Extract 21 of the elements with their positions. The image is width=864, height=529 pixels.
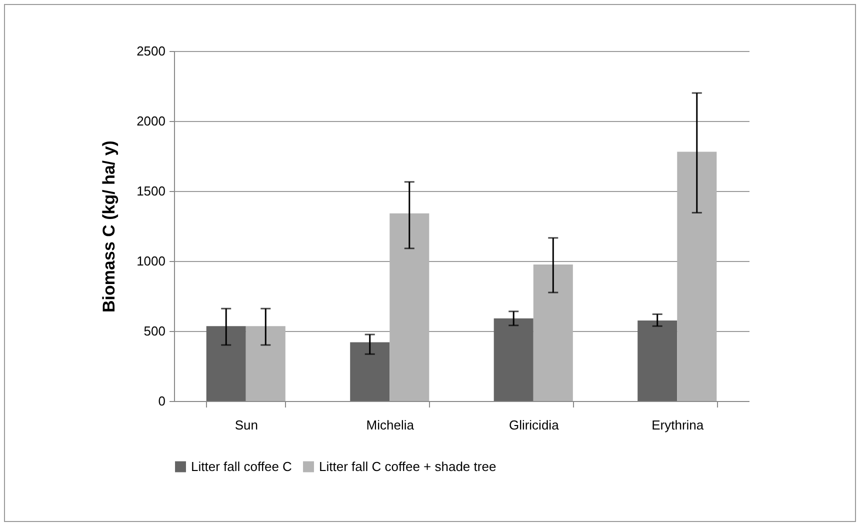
bar xyxy=(390,213,430,401)
bar xyxy=(246,326,286,401)
bar xyxy=(206,326,246,401)
x-tick-label: Erythrina xyxy=(652,418,704,432)
y-tick-label: 1000 xyxy=(136,254,166,268)
legend-label: Litter fall C coffee + shade tree xyxy=(319,458,496,474)
bar xyxy=(677,152,717,401)
y-tick-label: 2500 xyxy=(136,44,166,58)
x-tick-label: Michelia xyxy=(366,418,415,432)
bar xyxy=(494,318,534,401)
legend-label: Litter fall coffee C xyxy=(191,458,292,474)
x-tick-label: Gliricidia xyxy=(508,418,560,432)
y-tick-label: 0 xyxy=(158,394,166,408)
bar xyxy=(533,264,573,401)
y-axis-title: Biomass C (kg/ ha/ y) xyxy=(100,140,119,312)
bar xyxy=(638,320,678,401)
bar xyxy=(350,342,390,401)
x-tick-label: Sun xyxy=(234,418,258,432)
y-tick-label: 1500 xyxy=(136,184,166,198)
y-tick-label: 2000 xyxy=(136,114,166,128)
y-tick-label: 500 xyxy=(144,324,166,338)
